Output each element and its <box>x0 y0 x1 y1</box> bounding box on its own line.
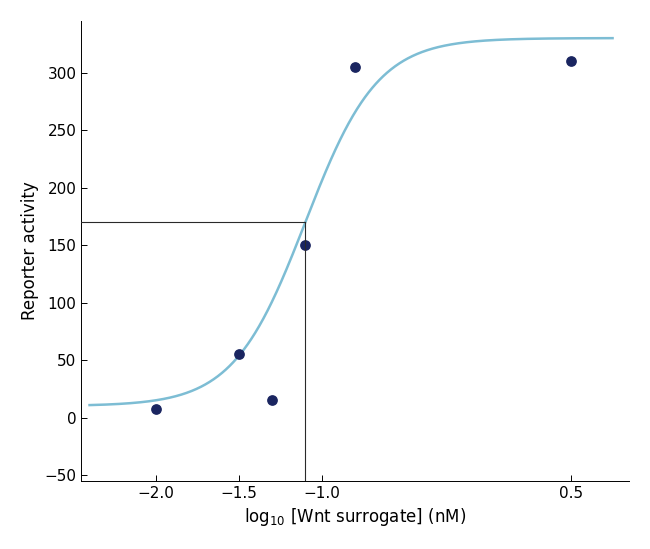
Point <box>566 57 577 65</box>
Point <box>267 396 278 405</box>
Point <box>234 350 244 358</box>
X-axis label: log$_{10}$ [Wnt surrogate] (nM): log$_{10}$ [Wnt surrogate] (nM) <box>244 506 466 528</box>
Point <box>151 405 161 414</box>
Y-axis label: Reporter activity: Reporter activity <box>21 181 39 320</box>
Point <box>350 63 360 71</box>
Point <box>300 240 311 249</box>
